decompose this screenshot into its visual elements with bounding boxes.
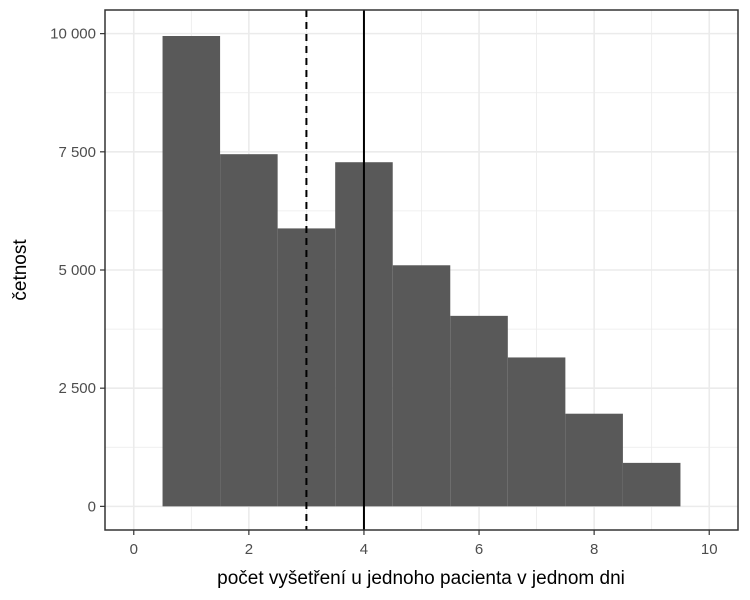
histogram-bar xyxy=(565,413,623,507)
x-tick-label: 0 xyxy=(130,541,138,558)
histogram-bar xyxy=(392,265,451,507)
histogram-bar xyxy=(450,315,508,507)
y-tick-label: 2 500 xyxy=(58,380,96,397)
y-tick-label: 10 000 xyxy=(50,26,96,43)
x-tick-label: 2 xyxy=(245,541,253,558)
histogram-bar xyxy=(162,36,221,507)
y-tick-label: 0 xyxy=(88,498,96,515)
y-axis-title: četnost xyxy=(10,239,31,301)
x-tick-label: 10 xyxy=(701,541,718,558)
reference-lines xyxy=(305,10,365,530)
y-tick-label: 7 500 xyxy=(58,144,96,161)
y-axis: 0 2 500 5 000 7 500 10 000 xyxy=(50,26,105,515)
histogram-bar xyxy=(507,357,566,507)
x-axis: 0 2 4 6 8 10 xyxy=(130,530,718,558)
histogram-bar xyxy=(220,154,278,507)
histogram-bar xyxy=(622,462,681,507)
x-tick-label: 4 xyxy=(360,541,368,558)
y-tick-label: 5 000 xyxy=(58,262,96,279)
x-tick-label: 8 xyxy=(590,541,598,558)
x-tick-label: 6 xyxy=(475,541,483,558)
histogram-bar xyxy=(277,228,336,507)
x-axis-title: počet vyšetření u jednoho pacienta v jed… xyxy=(217,568,625,589)
